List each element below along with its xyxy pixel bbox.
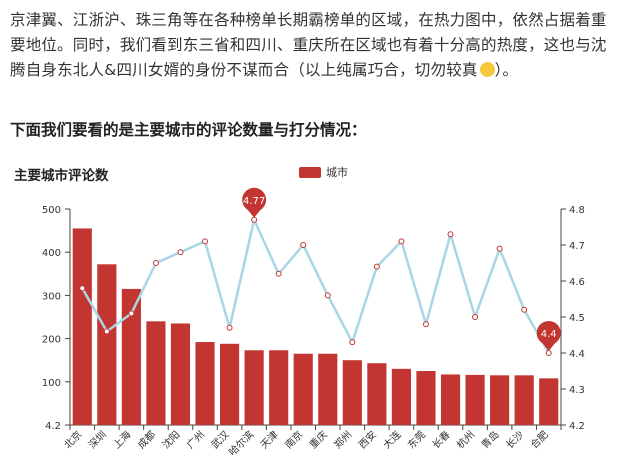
rating-point-广州 xyxy=(202,238,209,245)
rating-point-成都 xyxy=(152,260,159,266)
chart-canvas: 100 200 300 400 500 4.2 4.2 4.3 4.4 4.5 4.6 4.7 4.8 北… xyxy=(42,187,585,456)
paragraph-line-3-text: 腾自身东北人&四川女婿的身份不谋而合（以上纯属巧合，切勿较真 xyxy=(10,61,478,79)
mark-point-label: 4.77 xyxy=(243,196,265,207)
rating-point-沈阳 xyxy=(177,249,184,256)
x-category-label: 大连 xyxy=(380,428,403,451)
x-category-label: 广州 xyxy=(185,429,208,452)
bar-杭州 xyxy=(465,374,485,425)
bar-郑州 xyxy=(342,360,362,425)
legend-label: 城市 xyxy=(326,166,348,179)
x-category-label: 深圳 xyxy=(86,429,109,452)
mark-point-label: 4.4 xyxy=(541,329,557,340)
bar-东莞 xyxy=(416,371,436,425)
x-category-label: 重庆 xyxy=(307,428,330,451)
x-category-label: 杭州 xyxy=(454,428,477,451)
bar-上海 xyxy=(121,288,141,425)
bar-深圳 xyxy=(97,264,117,425)
legend-swatch xyxy=(299,166,321,178)
rating-point-西安 xyxy=(373,263,380,270)
rating-point-哈尔滨 xyxy=(251,216,258,223)
bar-沈阳 xyxy=(170,323,191,425)
bar-大连 xyxy=(391,368,411,425)
x-category-label: 北京 xyxy=(61,428,84,451)
paragraph-line-2: 要地位。同时，我们看到东三省和四川、重庆所在区域也有着十分高的热度，这也与沈 xyxy=(10,36,607,54)
rating-line xyxy=(81,218,550,354)
grinning-face-emoji-icon xyxy=(479,62,495,77)
bar-南京 xyxy=(293,353,313,425)
x-category-label: 东莞 xyxy=(405,428,428,451)
rating-point-天津 xyxy=(275,270,282,277)
x-category-label: 长春 xyxy=(430,429,453,452)
left-axis-bottom-label: 4.2 xyxy=(45,421,61,432)
right-axis-tick-label: 4.6 xyxy=(569,277,585,288)
rating-point-重庆 xyxy=(324,292,331,299)
right-axis-tick-label: 4.7 xyxy=(569,241,585,252)
mark-pin-head xyxy=(242,187,267,212)
x-category-label: 上海 xyxy=(110,428,133,451)
mark-pin-head xyxy=(536,321,561,345)
left-axis-tick-label: 100 xyxy=(42,378,61,389)
x-category-label: 南京 xyxy=(282,428,305,451)
right-axis-tick-label: 4.4 xyxy=(569,349,585,360)
right-axis-tick-label: 4.8 xyxy=(569,205,585,216)
left-axis-tick-label: 300 xyxy=(42,291,61,302)
left-axis-tick-label: 200 xyxy=(42,335,61,346)
bar-北京 xyxy=(72,228,92,425)
rating-point-南京 xyxy=(300,242,307,248)
rating-point-合肥 xyxy=(545,350,552,356)
comment-count-chart: 主要城市评论数 城市 100 200 300 400 500 4.2 4.2 4.3 4.4 4.… xyxy=(0,150,640,456)
right-axis-tick-label: 4.3 xyxy=(569,385,585,396)
x-category-label: 哈尔滨 xyxy=(226,428,256,456)
rating-point-青岛 xyxy=(496,245,503,252)
rating-point-东莞 xyxy=(422,321,429,328)
chart-legend[interactable]: 城市 xyxy=(299,164,348,180)
rating-point-长沙 xyxy=(521,306,528,313)
x-category-label: 西安 xyxy=(356,428,379,451)
bar-广州 xyxy=(195,342,215,425)
x-category-label: 合肥 xyxy=(528,428,551,451)
bar-长春 xyxy=(440,374,461,425)
paragraph-line-3-end: ）。 xyxy=(494,61,519,79)
left-axis-tick-label: 400 xyxy=(42,248,61,259)
x-category-label: 天津 xyxy=(258,429,281,452)
rating-point-杭州 xyxy=(472,314,479,320)
x-category-label: 武汉 xyxy=(208,428,231,451)
article-paragraph: 京津翼、江浙沪、珠三角等在各种榜单长期霸榜单的区域，在热力图中，依然占据着重 要… xyxy=(10,8,632,83)
rating-point-长春 xyxy=(447,231,454,238)
rating-point-郑州 xyxy=(349,339,356,346)
rating-point-大连 xyxy=(398,238,405,245)
bar-西安 xyxy=(367,363,387,425)
bar-哈尔滨 xyxy=(244,350,264,425)
x-category-label: 长沙 xyxy=(504,429,527,452)
bar-天津 xyxy=(269,350,289,425)
right-axis-tick-label: 4.2 xyxy=(569,421,585,432)
rating-point-北京 xyxy=(79,285,86,292)
rating-point-深圳 xyxy=(103,328,110,335)
section-heading: 下面我们要看的是主要城市的评论数量与打分情况： xyxy=(10,121,367,139)
chart-title: 主要城市评论数 xyxy=(14,168,109,184)
paragraph-line-1: 京津翼、江浙沪、珠三角等在各种榜单长期霸榜单的区域，在热力图中，依然占据着重 xyxy=(10,11,607,29)
x-category-label: 青岛 xyxy=(478,428,501,451)
bar-青岛 xyxy=(490,375,510,425)
bar-重庆 xyxy=(318,353,338,425)
x-category-label: 成都 xyxy=(135,429,158,452)
bar-成都 xyxy=(146,321,166,425)
rating-point-上海 xyxy=(128,310,135,317)
bar-长沙 xyxy=(514,375,534,425)
bar-武汉 xyxy=(220,343,240,425)
x-category-label: 沈阳 xyxy=(159,428,182,451)
paragraph-line-3: 腾自身东北人&四川女婿的身份不谋而合（以上纯属巧合，切勿较真 ）。 xyxy=(10,58,632,83)
bar-合肥 xyxy=(539,378,559,425)
x-category-label: 郑州 xyxy=(331,428,354,451)
left-axis-tick-label: 500 xyxy=(42,205,61,216)
right-axis-tick-label: 4.5 xyxy=(569,313,585,324)
rating-point-武汉 xyxy=(226,324,233,331)
